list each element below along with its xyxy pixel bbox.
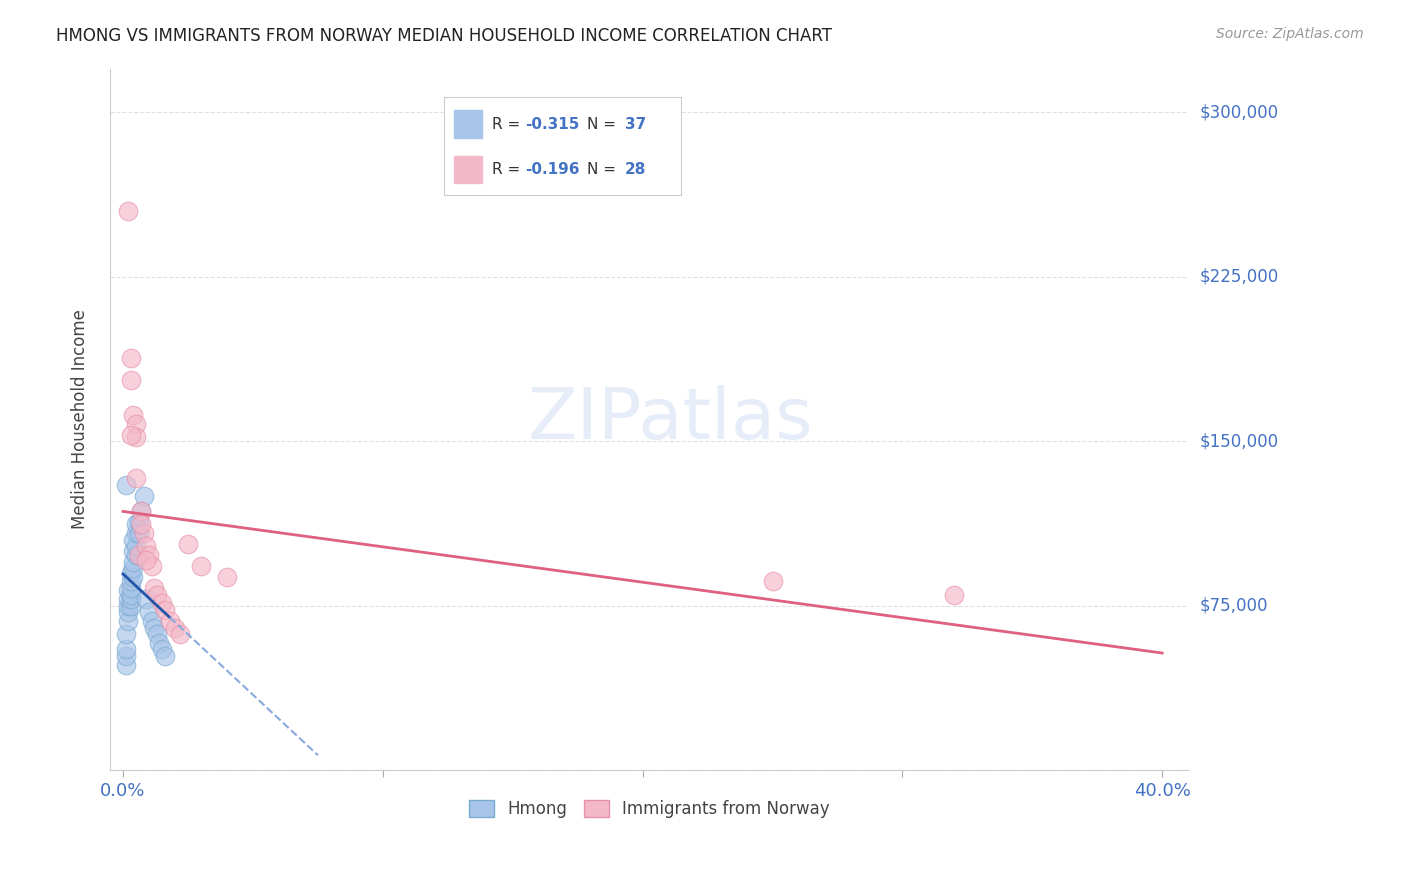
Point [177, 537, 200, 551]
Point [125, 517, 148, 532]
Point [125, 540, 148, 554]
Point [122, 533, 145, 547]
Point [190, 559, 212, 574]
Text: ZIPatlas: ZIPatlas [527, 384, 814, 454]
Point [146, 627, 169, 641]
Point [163, 620, 186, 634]
Point [120, 373, 142, 387]
Point [128, 548, 150, 562]
Point [120, 427, 142, 442]
Point [120, 599, 142, 613]
Point [117, 583, 139, 598]
Point [169, 627, 191, 641]
Text: Source: ZipAtlas.com: Source: ZipAtlas.com [1216, 27, 1364, 41]
Point [122, 555, 145, 569]
Point [125, 471, 148, 485]
Point [117, 599, 139, 613]
Point [120, 574, 142, 589]
Point [143, 581, 166, 595]
Y-axis label: Median Household Income: Median Household Income [72, 310, 89, 529]
Point [117, 204, 139, 219]
Point [943, 588, 966, 602]
Point [150, 596, 173, 610]
Point [153, 648, 176, 663]
Point [150, 642, 173, 657]
Point [132, 526, 155, 541]
Point [117, 605, 139, 619]
Text: $300,000: $300,000 [1199, 103, 1278, 121]
Point [125, 417, 148, 431]
Point [146, 588, 169, 602]
Point [129, 517, 152, 532]
Point [114, 478, 136, 492]
Point [132, 489, 155, 503]
Point [135, 552, 157, 566]
Point [761, 574, 783, 589]
Point [141, 559, 163, 574]
Point [135, 592, 157, 607]
Point [143, 620, 166, 634]
Point [122, 570, 145, 584]
Point [148, 636, 170, 650]
Text: $75,000: $75,000 [1199, 597, 1268, 615]
Point [120, 592, 142, 607]
Point [120, 566, 142, 580]
Point [125, 526, 148, 541]
Point [122, 543, 145, 558]
Point [159, 614, 181, 628]
Point [138, 548, 160, 562]
Point [120, 588, 142, 602]
Point [117, 592, 139, 607]
Point [114, 648, 136, 663]
Text: HMONG VS IMMIGRANTS FROM NORWAY MEDIAN HOUSEHOLD INCOME CORRELATION CHART: HMONG VS IMMIGRANTS FROM NORWAY MEDIAN H… [56, 27, 832, 45]
Legend: Hmong, Immigrants from Norway: Hmong, Immigrants from Norway [463, 793, 837, 825]
Point [122, 408, 145, 422]
Point [114, 627, 136, 641]
Point [114, 657, 136, 672]
Point [141, 614, 163, 628]
Point [129, 504, 152, 518]
Point [122, 561, 145, 575]
Point [120, 581, 142, 595]
Point [120, 351, 142, 365]
Point [135, 540, 157, 554]
Text: $150,000: $150,000 [1199, 433, 1278, 450]
Point [125, 430, 148, 444]
Point [128, 516, 150, 530]
Text: $225,000: $225,000 [1199, 268, 1278, 285]
Point [117, 614, 139, 628]
Point [153, 603, 176, 617]
Point [138, 605, 160, 619]
Point [125, 548, 148, 562]
Point [129, 504, 152, 518]
Point [114, 642, 136, 657]
Point [215, 570, 238, 584]
Point [128, 526, 150, 541]
